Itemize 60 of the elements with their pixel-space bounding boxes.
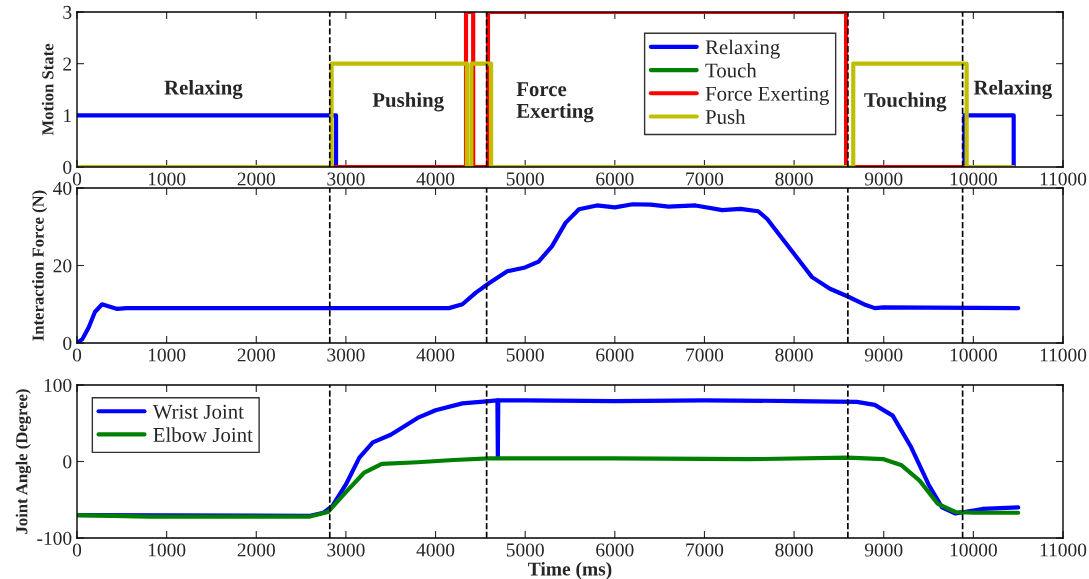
x-tick-label: 5000 (506, 543, 544, 557)
x-tick-label: 6000 (596, 348, 634, 362)
y-tick-label: -100 (37, 531, 72, 545)
x-tick-label: 6000 (596, 543, 634, 557)
legend-label: Relaxing (705, 39, 780, 59)
y-tick-label: 1 (64, 109, 71, 123)
x-tick-label: 8000 (775, 172, 813, 186)
y-tick-label: 0 (63, 336, 72, 350)
x-tick-label: 4000 (416, 543, 455, 557)
x-tick-label: 2000 (237, 543, 275, 557)
x-tick-label: 2000 (237, 348, 275, 362)
annotation: Relaxing (164, 79, 243, 100)
x-tick-label: 2000 (237, 172, 275, 186)
legend-label: Touch (705, 62, 757, 78)
x-tick-label: 7000 (686, 348, 724, 362)
x-tick-label: 1000 (148, 348, 186, 362)
legend-label: Elbow Joint (153, 427, 253, 442)
x-tick-label: 9000 (864, 172, 903, 186)
y-tick-label: 40 (53, 181, 72, 195)
x-tick-label: 11000 (1040, 348, 1087, 362)
x-tick-label: 6000 (596, 172, 634, 186)
y-tick-label: 20 (53, 259, 72, 273)
x-tick-label: 3000 (327, 543, 365, 557)
x-tick-label: 4000 (416, 172, 455, 186)
annotation: Pushing (372, 92, 444, 112)
y-tick-label: 3 (63, 5, 72, 19)
annotation: Touching (864, 92, 947, 112)
y-tick-label: 0 (63, 455, 72, 469)
x-tick-label: 0 (72, 172, 82, 186)
x-tick-label: 8000 (775, 348, 813, 362)
x-tick-label: 7000 (686, 172, 724, 186)
x-tick-label: 1000 (148, 543, 186, 557)
x-tick-label: 1000 (148, 172, 186, 186)
x-tick-label: 11000 (1040, 543, 1087, 557)
y-axis-title: Interaction Force (N) (32, 190, 48, 341)
x-axis-title: Time (ms) (528, 561, 612, 579)
x-tick-label: 10000 (950, 348, 997, 362)
legend-label: Wrist Joint (152, 404, 244, 419)
legend-label: Force Exerting (705, 86, 830, 106)
x-tick-label: 9000 (864, 543, 903, 557)
x-tick-label: 11000 (1040, 172, 1087, 186)
x-tick-label: 8000 (775, 543, 813, 557)
y-tick-label: 2 (63, 57, 72, 71)
y-tick-label: 100 (44, 378, 72, 392)
x-tick-label: 3000 (327, 348, 365, 362)
x-tick-label: 0 (72, 543, 82, 557)
x-tick-label: 5000 (506, 348, 544, 362)
x-tick-label: 5000 (506, 172, 544, 186)
x-tick-label: 9000 (864, 348, 903, 362)
x-tick-label: 7000 (686, 543, 724, 557)
annotation: Relaxing (973, 79, 1052, 100)
x-tick-label: 0 (72, 348, 82, 362)
y-axis-title: Motion State (41, 43, 54, 136)
y-axis-title: Joint Angle (Degree) (15, 389, 31, 534)
annotation: Force Exerting (516, 82, 594, 123)
x-tick-label: 10000 (950, 543, 997, 557)
x-tick-label: 10000 (950, 172, 997, 186)
y-tick-label: 0 (63, 160, 72, 174)
x-tick-label: 4000 (416, 348, 455, 362)
x-tick-label: 3000 (327, 172, 365, 186)
